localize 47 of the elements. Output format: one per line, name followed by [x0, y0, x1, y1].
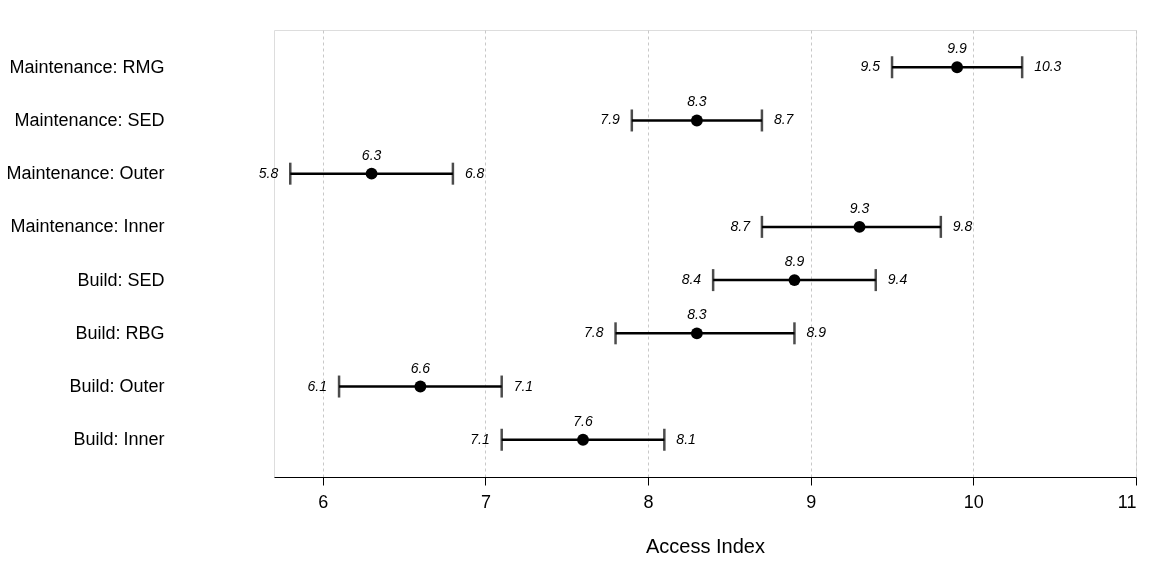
- point: [690, 327, 703, 340]
- annotation: 6.1: [307, 377, 328, 394]
- annotation: 10.3: [1034, 58, 1062, 75]
- annotation: 6.8: [464, 164, 485, 181]
- annotation: 9.5: [860, 58, 881, 75]
- data-label: 8.3: [687, 93, 707, 110]
- annotation: 5.8: [258, 164, 279, 181]
- annotation: 8.4: [681, 271, 702, 288]
- annotation: 7.9: [600, 111, 621, 128]
- data-label: 6.6: [410, 359, 431, 376]
- point: [365, 167, 378, 180]
- annotation: 7.1: [470, 430, 490, 447]
- point: [414, 380, 427, 393]
- point: [951, 61, 964, 74]
- y-tick-label: Maintenance: RMG: [9, 56, 165, 77]
- data-label: 6.3: [361, 146, 382, 163]
- data-label: 9.3: [849, 199, 870, 216]
- y-tick-label: Build: Inner: [73, 429, 165, 450]
- annotation: 8.9: [806, 324, 827, 341]
- data-label: 9.9: [947, 40, 968, 57]
- data-label: 8.3: [687, 306, 707, 323]
- annotation: 7.1: [513, 377, 534, 394]
- y-tick-label: Maintenance: Inner: [10, 216, 165, 237]
- data-label: 7.6: [573, 412, 593, 429]
- x-tick-label: 6: [318, 491, 329, 512]
- point: [853, 220, 866, 233]
- y-tick-label: Build: RBG: [75, 322, 165, 343]
- x-tick-label: 11: [1117, 491, 1137, 512]
- x-tick-label: 10: [963, 491, 984, 512]
- y-tick-label: Build: SED: [77, 269, 165, 290]
- annotation: 9.4: [887, 271, 908, 288]
- x-axis-title: Access Index: [646, 534, 765, 557]
- y-tick-label: Maintenance: SED: [14, 109, 165, 130]
- annotation: 9.8: [952, 217, 973, 234]
- data-label: 8.9: [784, 253, 805, 270]
- x-tick-label: 8: [643, 491, 654, 512]
- x-tick-label: 7: [480, 491, 491, 512]
- y-tick-label: Maintenance: Outer: [6, 163, 165, 184]
- y-tick-label: Build: Outer: [69, 376, 165, 397]
- annotation: 8.7: [730, 217, 752, 234]
- point: [690, 114, 703, 127]
- point: [577, 433, 589, 446]
- x-tick-label: 9: [806, 491, 817, 512]
- annotation: 8.1: [676, 430, 696, 447]
- annotation: 7.8: [584, 324, 604, 341]
- annotation: 8.7: [773, 111, 795, 128]
- point: [788, 274, 801, 287]
